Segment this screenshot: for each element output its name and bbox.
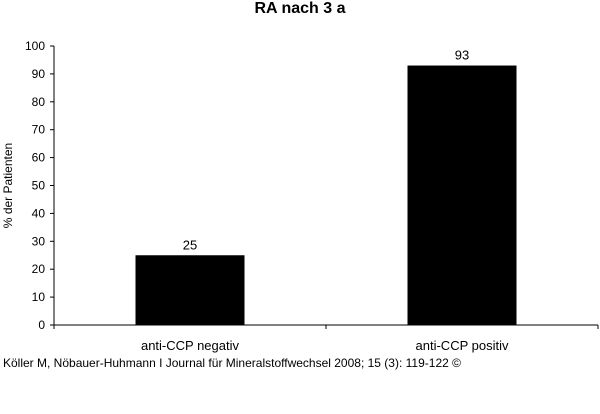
y-axis-label: % der Patienten [1,143,15,228]
bar-chart: 0 10 20 30 40 50 60 70 80 90 100 % der Patienten 25 a… [1,39,599,353]
y-tick-label: 60 [32,151,46,165]
y-tick-label: 40 [32,206,46,220]
bar [407,65,517,325]
y-tick-label: 20 [32,262,46,276]
y-tick-label: 80 [32,95,46,109]
y-tick-label: 70 [32,123,46,137]
citation-caption: Köller M, Nöbauer-Huhmann I Journal für … [3,356,461,370]
y-tick-label: 90 [32,67,46,81]
bar-data-label: 93 [455,48,469,63]
y-tick-label: 100 [25,39,45,53]
x-tick-label: anti-CCP positiv [416,338,509,353]
x-tick-label: anti-CCP negativ [141,338,240,353]
y-tick-label: 50 [32,179,46,193]
y-tick-label: 30 [32,234,46,248]
chart-title: RA nach 3 a [254,0,346,17]
bar-data-label: 25 [183,237,197,252]
y-tick-label: 0 [38,318,45,332]
plot-area: 0 10 20 30 40 50 60 70 80 90 100 % der Patienten 25 a… [1,39,599,353]
bar [135,255,245,325]
y-tick-label: 10 [32,290,46,304]
